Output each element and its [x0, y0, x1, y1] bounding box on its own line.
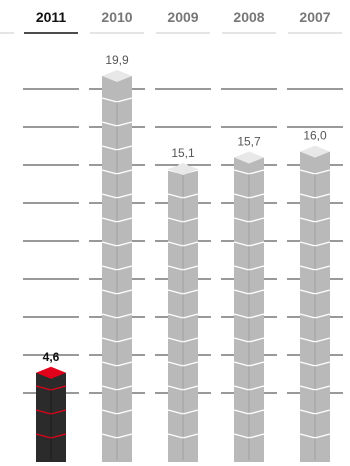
- x-tick-label-2010: 2010: [101, 9, 132, 25]
- bar-top-2007: [300, 145, 330, 158]
- x-tick-label-2009: 2009: [167, 9, 198, 25]
- value-label-2008: 15,7: [237, 134, 261, 148]
- value-label-2010: 19,9: [105, 53, 129, 67]
- bar-2008: 15,7: [233, 134, 265, 462]
- bar-top-2009: [168, 163, 198, 176]
- bar-top-2010: [102, 70, 132, 82]
- bar-top-2011: [36, 366, 66, 379]
- value-label-2011: 4,6: [43, 350, 60, 364]
- value-label-2009: 15,1: [171, 146, 195, 160]
- bar-2009: 15,1: [167, 146, 199, 462]
- year-header: 2011 2010 2009 2008 2007: [0, 9, 342, 34]
- x-tick-label-2008: 2008: [233, 9, 264, 25]
- bar-2011: 4,6: [35, 350, 67, 462]
- bar-top-2008: [234, 151, 264, 164]
- bar-2007: 16,0: [299, 129, 331, 462]
- bar-2010: 19,9: [101, 53, 133, 462]
- x-tick-label-2011: 2011: [36, 9, 67, 25]
- x-tick-label-2007: 2007: [299, 9, 330, 25]
- value-label-2007: 16,0: [303, 129, 327, 143]
